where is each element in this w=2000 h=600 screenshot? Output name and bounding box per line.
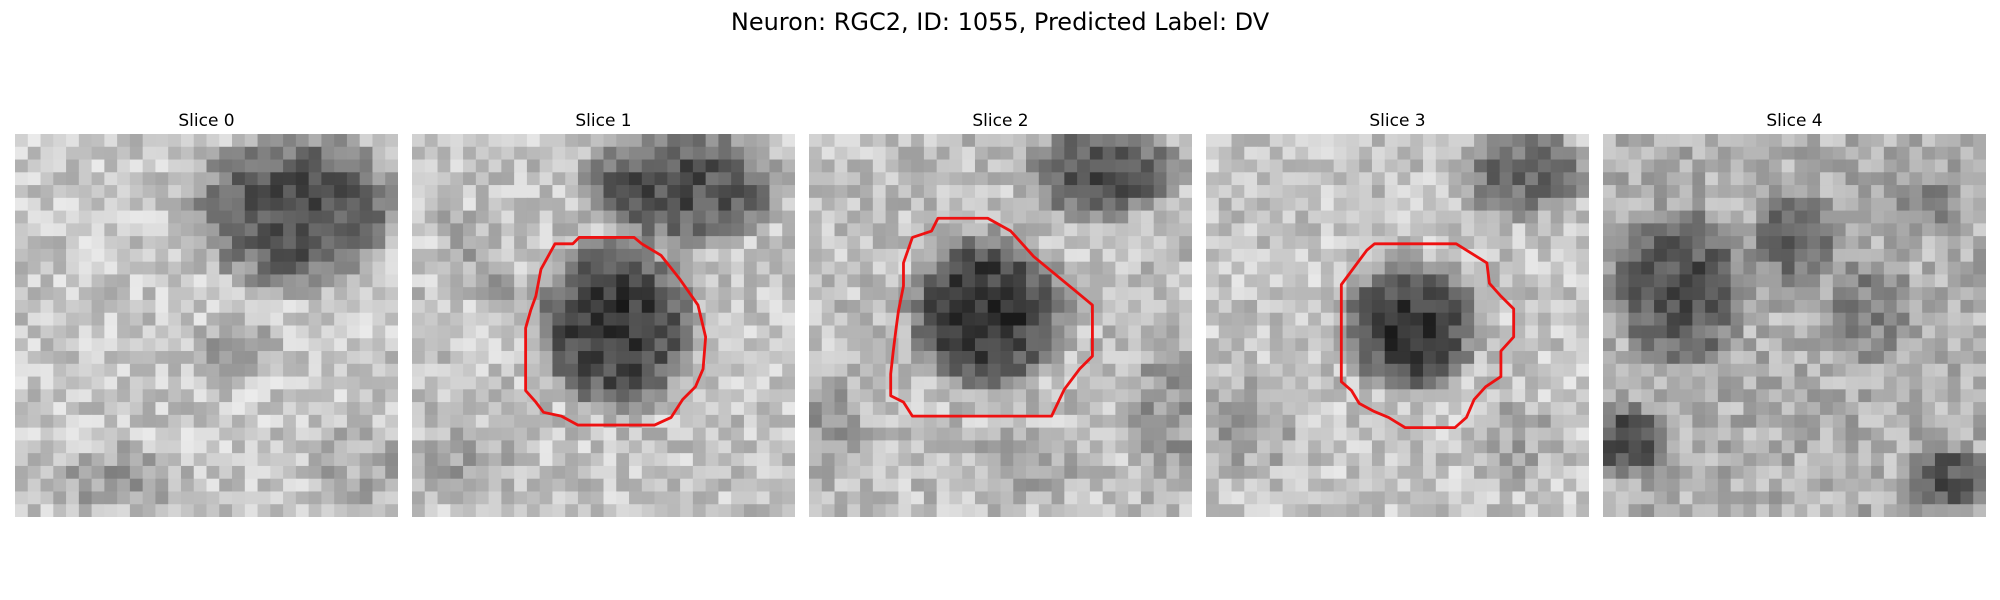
slice-title: Slice 2 bbox=[972, 111, 1029, 131]
slice-image bbox=[1603, 134, 1986, 517]
slice-image bbox=[15, 134, 398, 517]
slice-panel-1: Slice 1 bbox=[412, 110, 795, 517]
pixel-grid bbox=[15, 134, 398, 517]
pixel-grid bbox=[1206, 134, 1589, 517]
roi-contour bbox=[889, 216, 1094, 418]
slice-panel-2: Slice 2 bbox=[809, 110, 1192, 517]
slice-title: Slice 4 bbox=[1766, 111, 1823, 131]
slice-image bbox=[412, 134, 795, 517]
roi-contour bbox=[1339, 242, 1516, 430]
pixel-grid bbox=[412, 134, 795, 517]
slice-panel-0: Slice 0 bbox=[15, 110, 398, 517]
slice-title: Slice 0 bbox=[178, 111, 235, 131]
slice-image bbox=[809, 134, 1192, 517]
figure-title: Neuron: RGC2, ID: 1055, Predicted Label:… bbox=[730, 8, 1270, 36]
slice-panel-3: Slice 3 bbox=[1206, 110, 1589, 517]
pixel-grid bbox=[809, 134, 1192, 517]
pixel-grid bbox=[1603, 134, 1986, 517]
slice-title: Slice 1 bbox=[575, 111, 632, 131]
slice-panel-4: Slice 4 bbox=[1603, 110, 1986, 517]
slice-title: Slice 3 bbox=[1369, 111, 1426, 131]
slice-image bbox=[1206, 134, 1589, 517]
roi-contour bbox=[524, 236, 708, 427]
